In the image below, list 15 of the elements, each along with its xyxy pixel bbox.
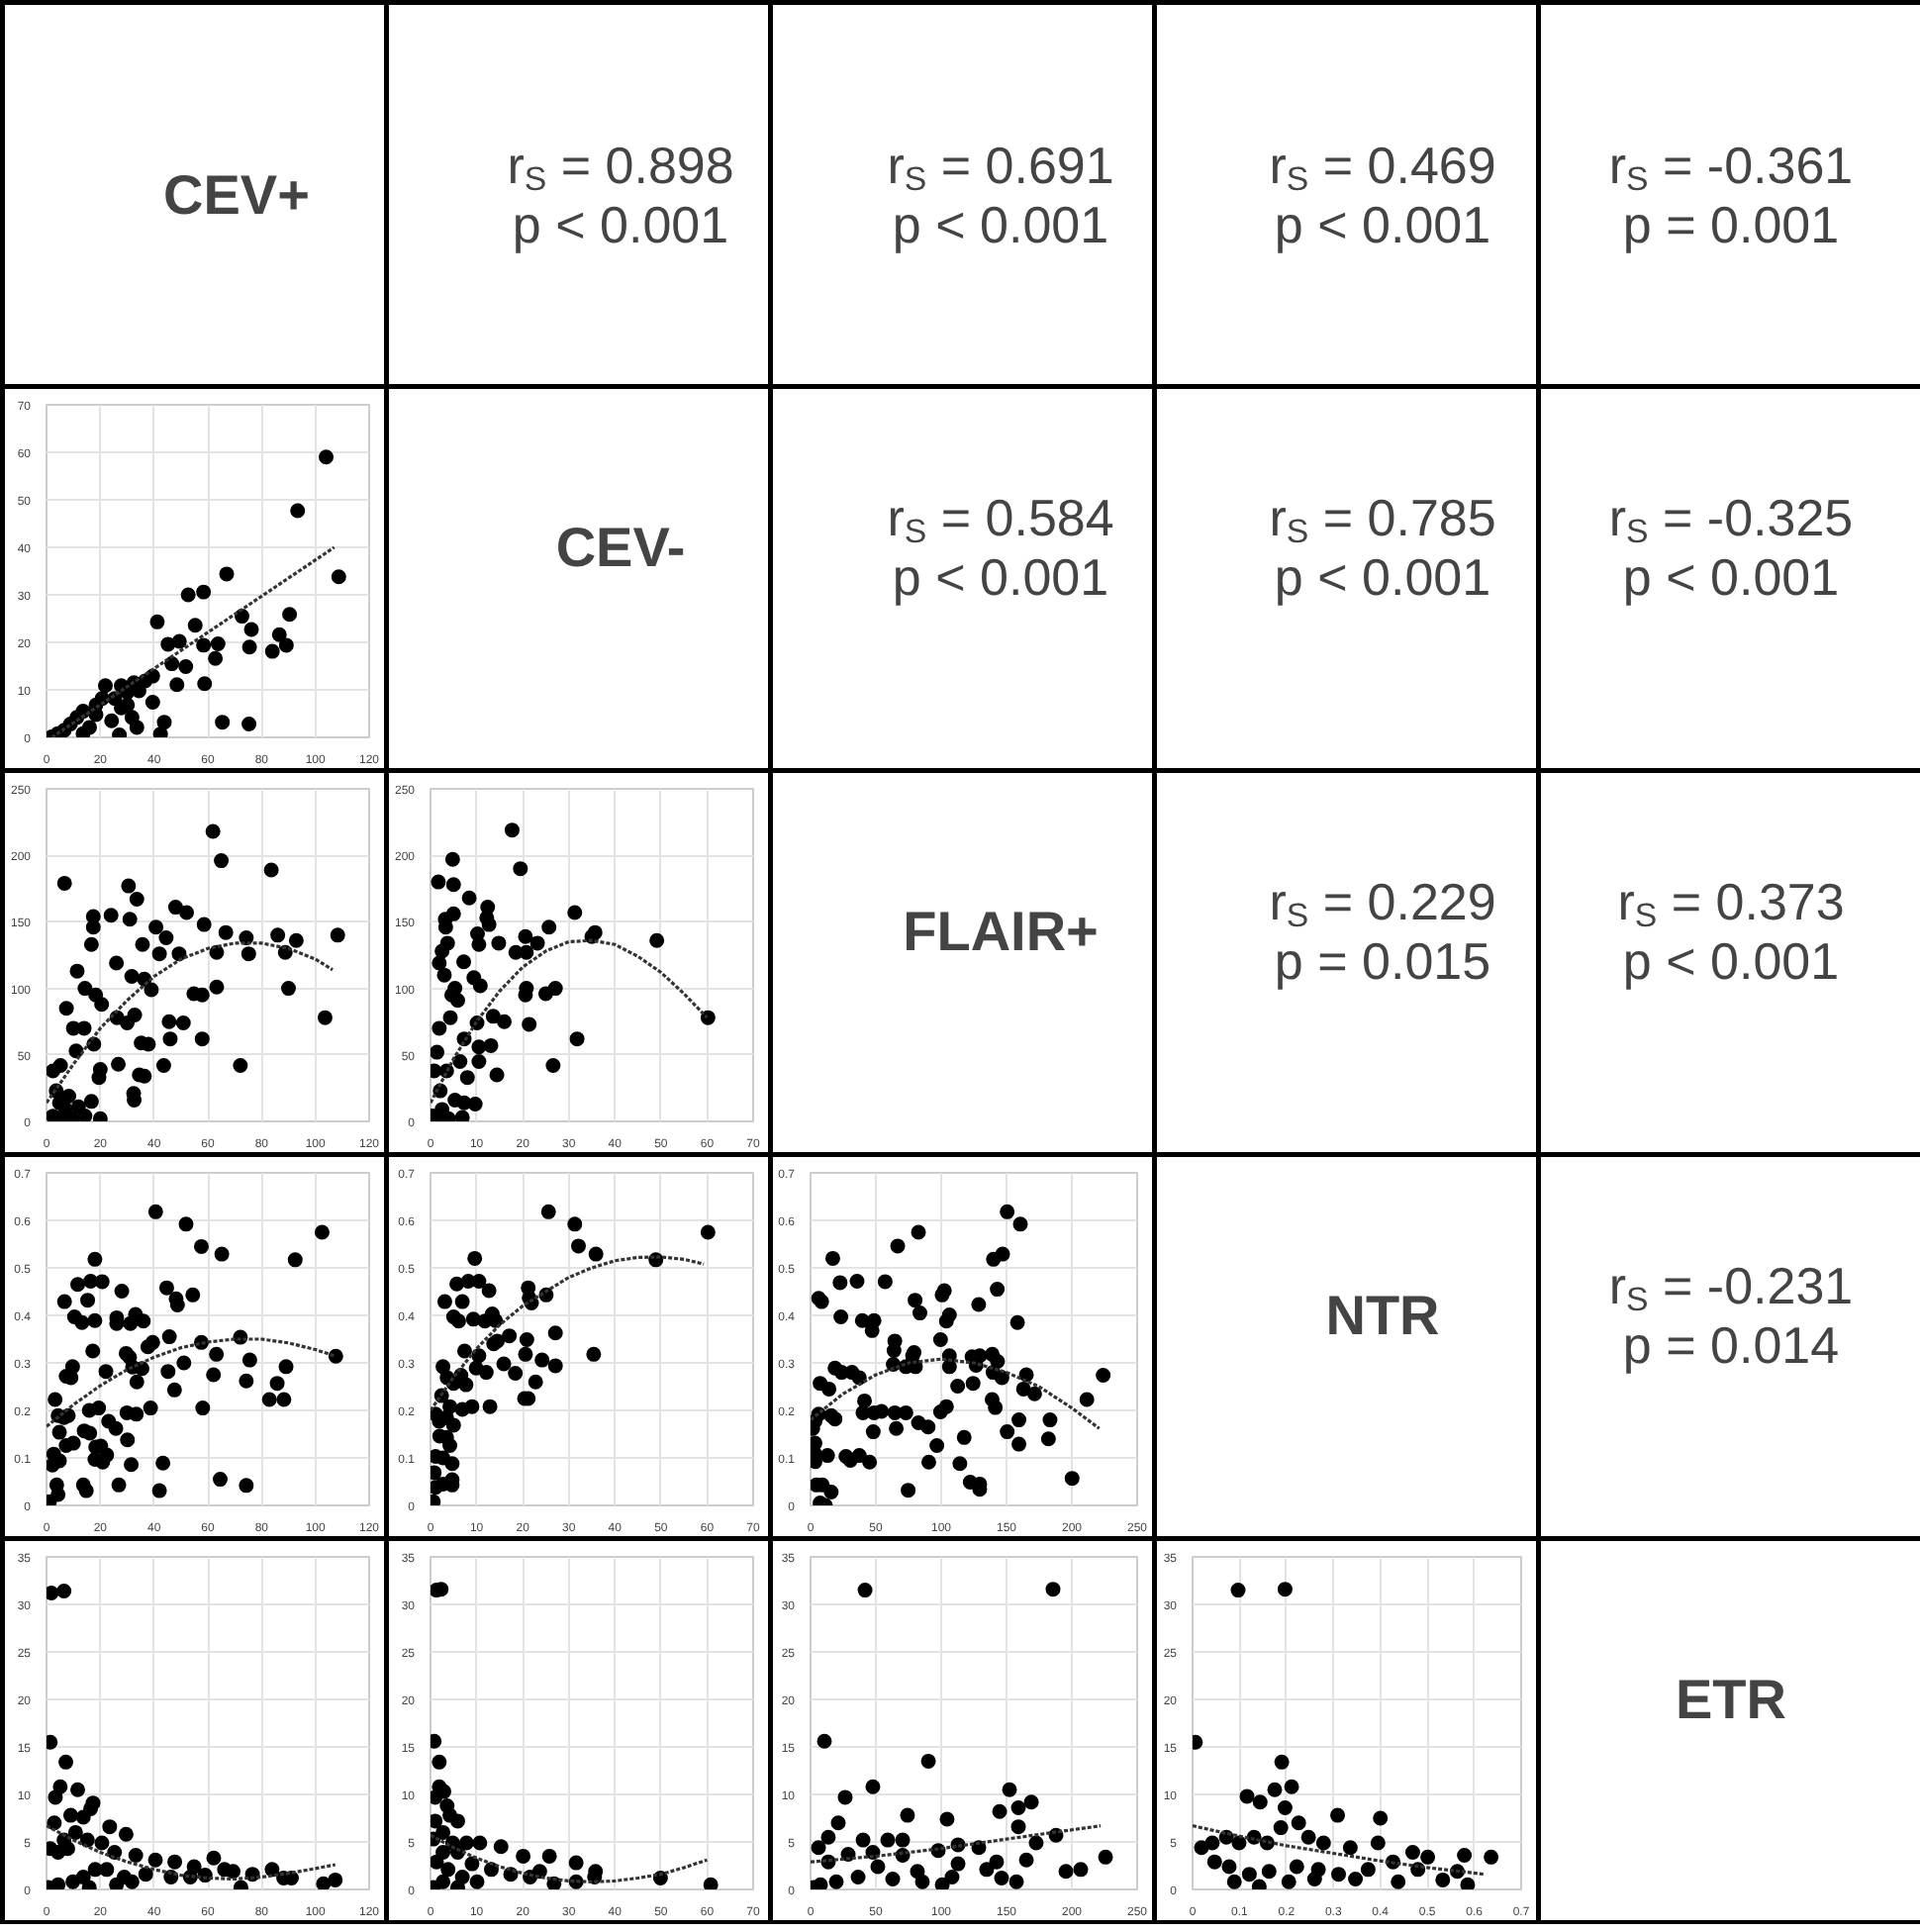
text: p = 0.014	[1622, 1315, 1840, 1375]
text: FLAIR+	[903, 901, 1099, 962]
text: NTR	[1325, 1285, 1440, 1346]
text: p < 0.001	[512, 195, 729, 254]
text: p < 0.001	[1622, 547, 1840, 607]
text: CEV-	[555, 517, 686, 578]
text: p = 0.001	[1622, 195, 1840, 254]
text: p < 0.001	[892, 195, 1109, 254]
text: p < 0.001	[1274, 195, 1491, 254]
text: p = 0.015	[1274, 931, 1491, 991]
text: ETR	[1676, 1669, 1786, 1730]
text: CEV+	[163, 164, 310, 226]
text: p < 0.001	[1274, 547, 1491, 607]
text: p < 0.001	[892, 547, 1109, 607]
text: p < 0.001	[1622, 931, 1840, 991]
